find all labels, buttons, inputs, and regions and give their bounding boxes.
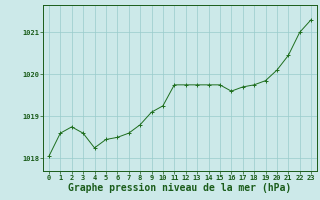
X-axis label: Graphe pression niveau de la mer (hPa): Graphe pression niveau de la mer (hPa) (68, 183, 292, 193)
